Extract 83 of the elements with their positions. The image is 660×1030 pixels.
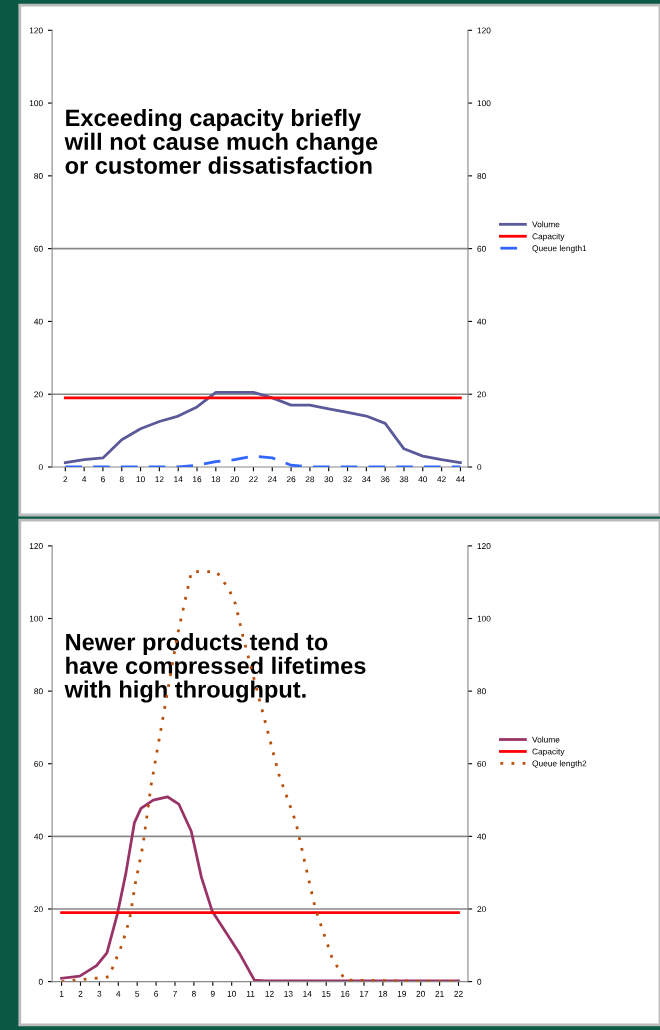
x-tick-label: 15 xyxy=(322,990,331,997)
y2-tick-label: 120 xyxy=(477,27,491,34)
y2-tick-label: 60 xyxy=(477,760,486,767)
x-tick-label: 11 xyxy=(246,990,255,997)
x-tick-label: 10 xyxy=(227,990,236,997)
line-series xyxy=(60,795,460,982)
y2-tick-label: 40 xyxy=(477,833,486,840)
y2-tick-label: 100 xyxy=(477,100,491,107)
x-tick-label: 2 xyxy=(63,476,68,483)
y-tick-label: 60 xyxy=(34,245,43,252)
annotation: Exceeding capacity briefly will not cause much change or customer dissatisfaction xyxy=(64,108,378,174)
x-tick-label: 20 xyxy=(416,990,425,997)
y-tick-label: 80 xyxy=(34,688,43,695)
x-tick-label: 4 xyxy=(82,476,87,483)
y-tick-label: 100 xyxy=(29,100,43,107)
x-tick-label: 17 xyxy=(359,990,369,997)
x-tick-label: 18 xyxy=(378,990,388,997)
y2-tick-label: 0 xyxy=(477,464,482,471)
y2-tick-label: 80 xyxy=(477,688,486,695)
x-tick-label: 16 xyxy=(193,476,202,483)
x-tick-label: 24 xyxy=(268,476,277,483)
legend-label: Capacity xyxy=(532,748,565,757)
x-tick-label: 32 xyxy=(343,476,352,483)
x-tick-label: 6 xyxy=(101,476,105,483)
y-tick-label: 120 xyxy=(29,27,43,34)
x-tick-label: 44 xyxy=(455,476,465,483)
line-series xyxy=(63,391,462,465)
x-tick-label: 30 xyxy=(324,476,334,483)
x-tick-label: 3 xyxy=(97,990,102,997)
x-tick-label: 34 xyxy=(362,476,371,483)
x-tick-label: 42 xyxy=(437,476,446,483)
x-tick-label: 16 xyxy=(341,990,350,997)
legend-label: Queue length2 xyxy=(532,760,587,769)
x-tick-label: 8 xyxy=(119,476,124,483)
legend-label: Volume xyxy=(532,221,560,228)
y-tick-label: 20 xyxy=(34,391,43,398)
x-tick-label: 19 xyxy=(397,990,407,997)
y-tick-label: 0 xyxy=(38,978,43,985)
x-tick-label: 8 xyxy=(191,990,196,997)
x-tick-label: 1 xyxy=(59,990,64,997)
x-tick-label: 20 xyxy=(230,476,239,483)
x-tick-label: 28 xyxy=(305,476,315,483)
x-tick-label: 21 xyxy=(435,990,444,997)
y-tick-label: 80 xyxy=(34,173,43,179)
y-tick-label: 20 xyxy=(34,906,43,913)
y2-tick-label: 100 xyxy=(477,615,491,622)
x-tick-label: 22 xyxy=(249,476,258,483)
annotation: Newer products tend to have compressed lifetimes with high throughput. xyxy=(64,633,366,703)
x-tick-label: 36 xyxy=(380,476,390,483)
x-tick-label: 5 xyxy=(135,990,140,997)
x-tick-label: 12 xyxy=(265,990,274,997)
y2-tick-label: 120 xyxy=(477,543,491,549)
y2-tick-label: 80 xyxy=(477,173,486,179)
y-tick-label: 60 xyxy=(34,760,43,767)
x-tick-label: 7 xyxy=(173,990,177,997)
legend-label: Volume xyxy=(532,736,560,743)
x-tick-label: 14 xyxy=(174,476,183,483)
y-tick-label: 100 xyxy=(29,615,43,622)
legend-label: Capacity xyxy=(532,233,565,241)
y-tick-label: 120 xyxy=(29,543,43,549)
x-tick-label: 13 xyxy=(284,990,293,997)
x-tick-label: 2 xyxy=(78,990,83,997)
y-tick-label: 40 xyxy=(34,833,43,840)
x-tick-label: 22 xyxy=(454,990,463,997)
x-tick-label: 6 xyxy=(154,990,159,997)
legend-label: Queue length1 xyxy=(532,245,587,253)
x-tick-label: 12 xyxy=(155,476,164,483)
y2-tick-label: 0 xyxy=(477,978,482,985)
x-tick-label: 26 xyxy=(286,476,296,483)
x-tick-label: 14 xyxy=(303,990,312,997)
x-tick-label: 18 xyxy=(211,476,221,483)
y-tick-label: 40 xyxy=(34,318,43,325)
y2-tick-label: 60 xyxy=(477,245,486,252)
y-tick-label: 0 xyxy=(38,464,43,471)
x-tick-label: 9 xyxy=(210,990,215,997)
x-tick-label: 40 xyxy=(418,476,428,483)
x-tick-label: 4 xyxy=(116,990,121,997)
y2-tick-label: 20 xyxy=(477,906,486,913)
y2-tick-label: 20 xyxy=(477,391,486,398)
x-tick-label: 10 xyxy=(136,476,145,483)
line-series xyxy=(63,454,462,467)
x-tick-label: 38 xyxy=(399,476,409,483)
y2-tick-label: 40 xyxy=(477,318,486,325)
